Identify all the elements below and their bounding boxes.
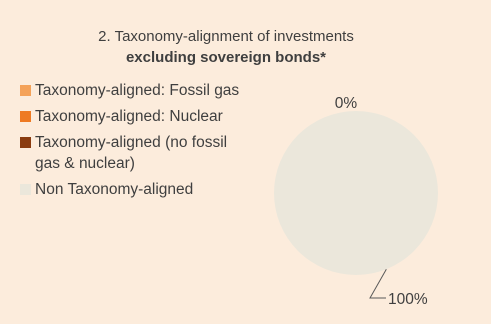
data-label-aligned: 0%: [335, 95, 358, 112]
legend-swatch-nuclear: [20, 111, 31, 122]
leader-line-non-aligned: [369, 269, 387, 299]
legend-item-non-aligned: Non Taxonomy-aligned: [20, 179, 255, 200]
legend-swatch-non-aligned: [20, 184, 31, 195]
legend-label-non-aligned: Non Taxonomy-aligned: [35, 181, 194, 198]
legend-label-fossil-gas: Taxonomy-aligned: Fossil gas: [35, 82, 240, 99]
legend-label-nuclear: Taxonomy-aligned: Nuclear: [35, 108, 223, 125]
chart-title-line1: 2. Taxonomy-alignment of investments: [98, 28, 354, 45]
legend-swatch-fossil-gas: [20, 85, 31, 96]
legend-label-aligned-other: Taxonomy-aligned (no fossil gas & nuclea…: [35, 134, 228, 172]
chart-legend: Taxonomy-aligned: Fossil gas Taxonomy-al…: [20, 80, 260, 205]
data-label-non-aligned: 100%: [388, 291, 428, 308]
pie-slice-non-aligned: [274, 111, 438, 275]
legend-swatch-aligned-other: [20, 137, 31, 148]
chart-title: 2. Taxonomy-alignment of investments exc…: [36, 26, 416, 68]
legend-item-fossil-gas: Taxonomy-aligned: Fossil gas: [20, 80, 255, 101]
legend-item-nuclear: Taxonomy-aligned: Nuclear: [20, 106, 255, 127]
legend-item-aligned-other: Taxonomy-aligned (no fossil gas & nuclea…: [20, 132, 255, 174]
chart-title-line2: excluding sovereign bonds*: [125, 49, 327, 66]
